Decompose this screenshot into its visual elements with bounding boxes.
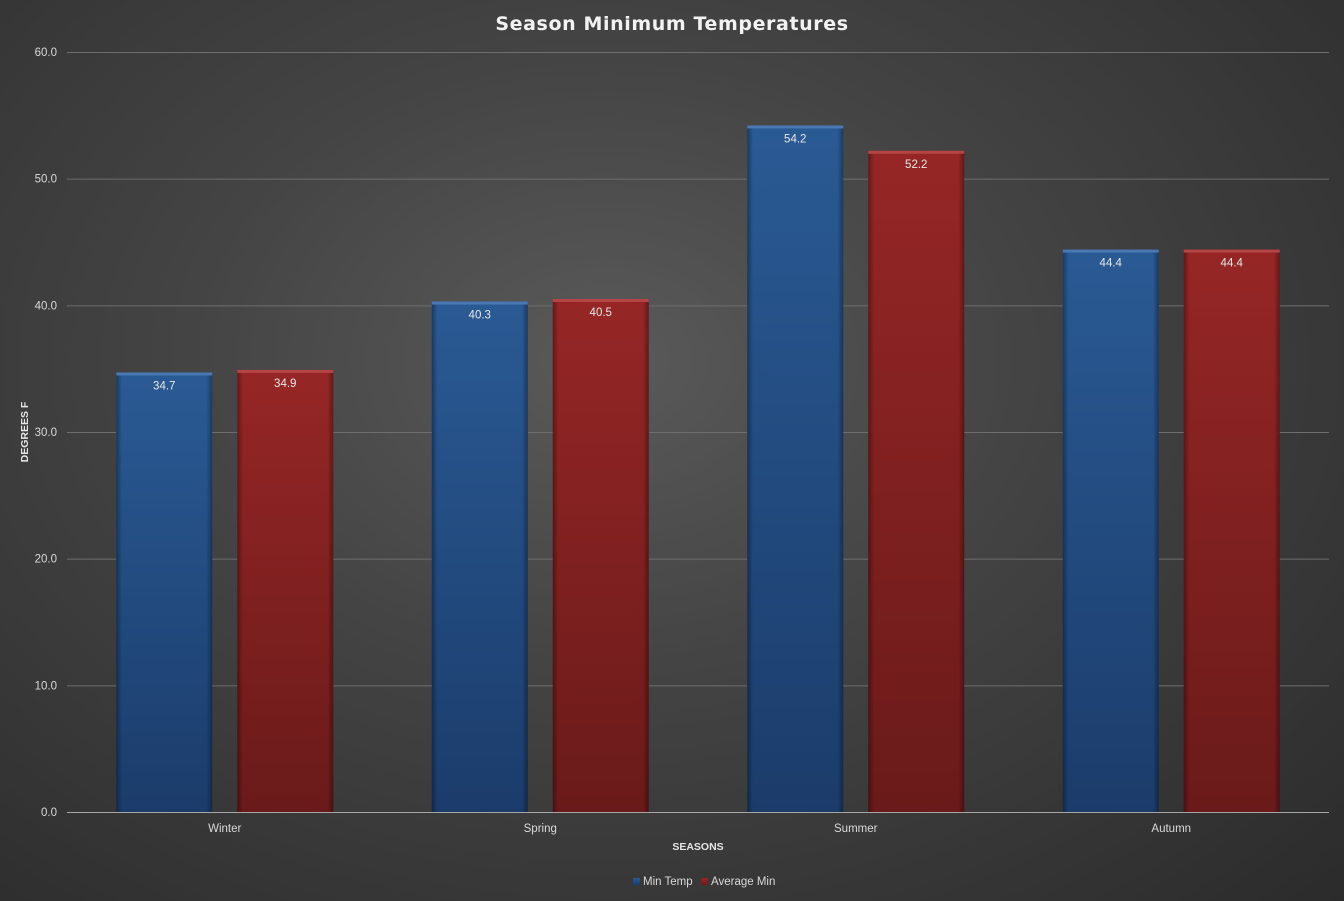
- data-label: 40.3: [469, 310, 491, 322]
- bar-average-min-autumn[interactable]: [1183, 249, 1280, 813]
- legend-label-average-min: Average Min: [711, 876, 775, 888]
- bar-top: [868, 150, 965, 154]
- bar-top: [116, 372, 213, 376]
- bar-top: [552, 299, 649, 302]
- bar-shade: [747, 125, 844, 812]
- bar-min-temp-winter[interactable]: [116, 372, 213, 812]
- legend-swatch-average-min: [701, 878, 708, 885]
- data-label: 34.9: [274, 378, 296, 390]
- data-label: 44.4: [1100, 258, 1123, 270]
- bar-top: [237, 369, 334, 373]
- y-tick-label: 30.0: [35, 427, 57, 439]
- bar-top: [1062, 249, 1159, 253]
- legend: Min Temp Average Min: [633, 876, 775, 888]
- y-tick-label: 40.0: [35, 300, 57, 312]
- y-tick-label: 10.0: [35, 680, 57, 692]
- bar-top: [1183, 249, 1280, 253]
- data-label: 44.4: [1221, 258, 1244, 270]
- bars: [116, 125, 1280, 813]
- x-axis-ticks: Winter Spring Summer Autumn: [208, 823, 1191, 835]
- data-labels: 34.7 34.9 40.3 40.5 54.2 52.2 44.4 44.4: [153, 133, 1243, 392]
- legend-swatch-min-temp: [633, 878, 640, 885]
- legend-item-average-min[interactable]: Average Min: [701, 876, 775, 888]
- y-tick-label: 60.0: [35, 47, 57, 59]
- bar-min-temp-spring[interactable]: [431, 301, 528, 812]
- data-label: 34.7: [153, 380, 175, 392]
- x-tick-label: Summer: [834, 823, 878, 835]
- data-label: 40.5: [590, 307, 612, 319]
- y-tick-label: 50.0: [35, 174, 57, 186]
- x-axis-title: SEASONS: [672, 841, 723, 853]
- x-tick-label: Autumn: [1151, 823, 1191, 835]
- chart-title: Season Minimum Temperatures: [495, 13, 848, 35]
- legend-item-min-temp[interactable]: Min Temp: [633, 876, 693, 888]
- bar-min-temp-summer[interactable]: [747, 125, 844, 812]
- data-label: 54.2: [784, 133, 806, 145]
- bar-shade: [116, 372, 213, 812]
- legend-label-min-temp: Min Temp: [643, 876, 693, 888]
- bar-shade: [552, 299, 649, 812]
- x-tick-label: Winter: [208, 823, 241, 835]
- bar-shade: [868, 150, 965, 813]
- bar-top: [431, 301, 528, 305]
- x-tick-label: Spring: [524, 823, 557, 835]
- bar-average-min-spring[interactable]: [552, 299, 649, 812]
- bar-average-min-winter[interactable]: [237, 369, 334, 812]
- bar-average-min-summer[interactable]: [868, 150, 965, 813]
- bar-shade: [1062, 249, 1159, 813]
- y-tick-label: 20.0: [35, 554, 57, 566]
- bar-shade: [431, 301, 528, 812]
- y-axis-ticks: 0.0 10.0 20.0 30.0 40.0 50.0 60.0: [35, 47, 57, 819]
- bar-min-temp-autumn[interactable]: [1062, 249, 1159, 813]
- bar-shade: [237, 369, 334, 812]
- y-axis-title: DEGREES F: [19, 401, 31, 462]
- bar-shade: [1183, 249, 1280, 813]
- bar-top: [747, 125, 844, 129]
- y-tick-label: 0.0: [41, 807, 57, 819]
- data-label: 52.2: [905, 159, 927, 171]
